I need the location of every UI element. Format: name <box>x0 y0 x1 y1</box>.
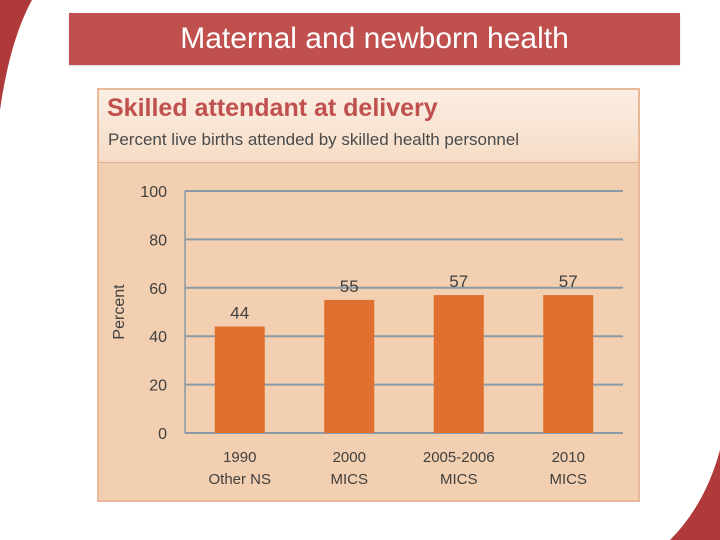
x-tick-label: MICS <box>331 471 369 488</box>
y-axis-label: Percent <box>111 284 128 340</box>
chart-panel: Skilled attendant at delivery Percent li… <box>97 88 640 502</box>
data-label: 55 <box>340 277 359 296</box>
data-label: 57 <box>449 272 468 291</box>
data-label: 44 <box>230 304 249 323</box>
y-tick-label: 60 <box>149 281 167 298</box>
y-tick-label: 100 <box>140 184 167 201</box>
bar-1 <box>324 299 375 433</box>
x-tick-label: 2005-2006 <box>423 449 495 466</box>
chart-subtitle: Percent live births attended by skilled … <box>108 130 520 149</box>
bar-3 <box>543 295 594 433</box>
bar-chart: 0 20 40 60 80 100 Percent 44 1990 Other NS 55 2000 M… <box>111 184 623 488</box>
bar-0 <box>214 326 265 433</box>
corner-decoration-left <box>0 0 32 110</box>
x-tick-label: 2000 <box>333 449 366 466</box>
x-tick-label: 2010 <box>552 449 585 466</box>
x-tick-label: MICS <box>550 471 588 488</box>
chart-header: Skilled attendant at delivery Percent li… <box>99 90 638 163</box>
data-label: 57 <box>559 272 578 291</box>
x-tick-label: 1990 <box>223 449 256 466</box>
y-tick-label: 40 <box>149 329 167 346</box>
y-tick-label: 20 <box>149 378 167 395</box>
x-tick-label: Other NS <box>208 471 271 488</box>
y-tick-label: 0 <box>158 426 167 443</box>
y-tick-label: 80 <box>149 232 167 249</box>
slide-title: Maternal and newborn health <box>69 13 680 65</box>
bar-2 <box>433 295 484 433</box>
x-tick-label: MICS <box>440 471 478 488</box>
chart-title: Skilled attendant at delivery <box>107 94 438 122</box>
corner-decoration-right <box>670 450 720 540</box>
